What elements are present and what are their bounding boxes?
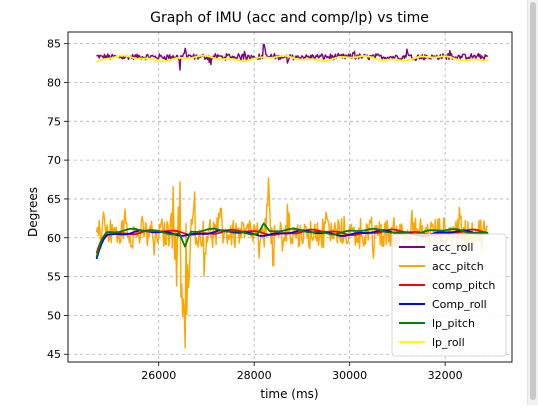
series-line-acc-pitch	[95, 177, 488, 349]
legend-label-lp-pitch: lp_pitch	[432, 317, 475, 330]
scrollbar-thumb[interactable]	[530, 2, 536, 400]
legend-label-acc-roll: acc_roll	[432, 241, 473, 254]
y-tick-label: 85	[47, 38, 61, 51]
legend-label-comp-roll: Comp_roll	[432, 298, 487, 311]
axes-frame	[67, 31, 513, 363]
y-tick-label: 55	[47, 271, 61, 284]
x-axis-label: time (ms)	[260, 387, 318, 401]
y-tick-label: 70	[47, 154, 61, 167]
vertical-scrollbar[interactable]	[527, 0, 538, 405]
series-group	[95, 43, 489, 349]
series-line-lp-roll	[96, 54, 489, 64]
y-tick-label: 75	[47, 115, 61, 128]
y-tick-label: 60	[47, 232, 61, 245]
series-line-lp-pitch	[95, 222, 489, 258]
chart-title: Graph of IMU (acc and comp/lp) vs time	[150, 10, 429, 26]
x-tick-label: 28000	[237, 369, 272, 382]
x-tick-label: 32000	[428, 369, 463, 382]
ticks: 26000 28000 30000 32000 45 50 55 60 65 70 75 80 85	[47, 38, 463, 382]
y-tick-label: 80	[47, 76, 61, 89]
legend-label-lp-roll: lp_roll	[432, 336, 465, 349]
legend: acc_roll acc_pitch comp_pitch Comp_roll lp_p…	[391, 233, 507, 357]
y-axis-label: Degrees	[26, 187, 40, 237]
legend-label-comp-pitch: comp_pitch	[432, 279, 495, 292]
grid	[68, 32, 512, 362]
x-tick-label: 30000	[332, 369, 367, 382]
series-line-acc-roll	[96, 43, 489, 71]
imu-line-chart: Graph of IMU (acc and comp/lp) vs time t…	[26, 10, 513, 401]
y-tick-label: 50	[47, 309, 61, 322]
y-tick-label: 65	[47, 193, 61, 206]
x-tick-label: 26000	[141, 369, 176, 382]
legend-box	[391, 233, 507, 357]
y-tick-label: 45	[47, 348, 61, 361]
legend-label-acc-pitch: acc_pitch	[432, 260, 484, 273]
